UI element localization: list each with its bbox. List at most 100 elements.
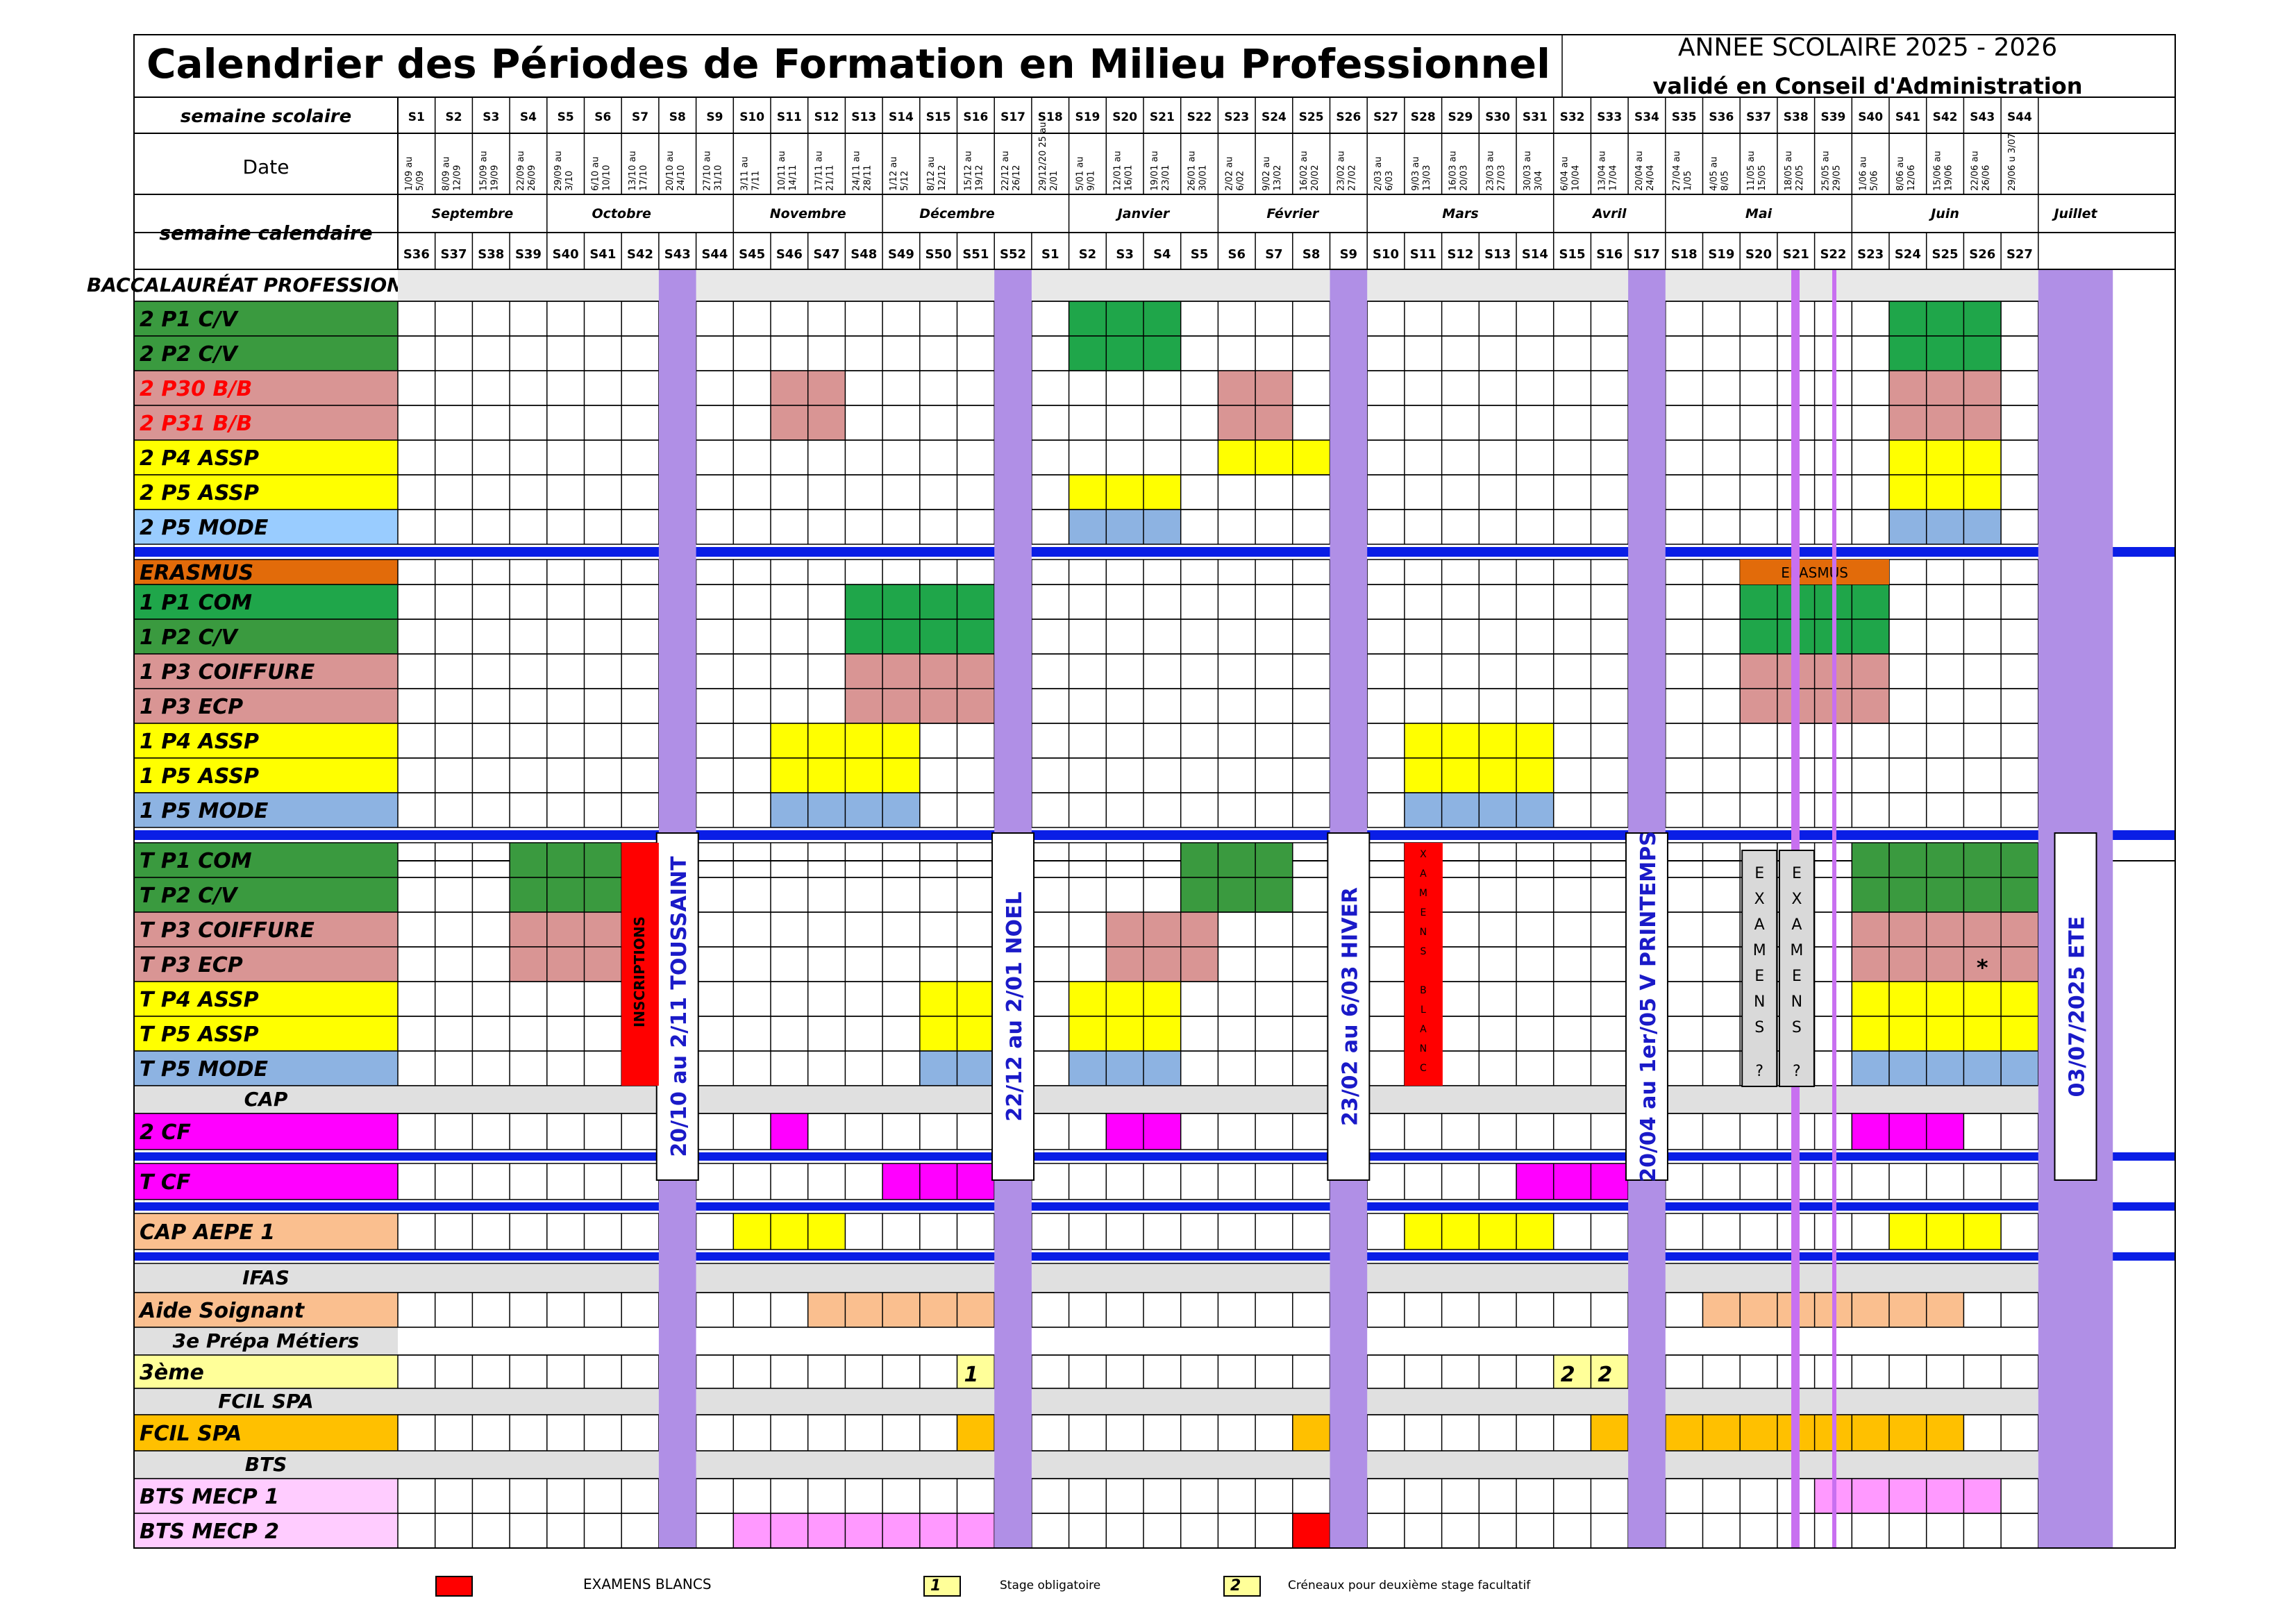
vacation-label-3: 20/04 au 1er/05 V PRINTEMPS [1636, 831, 1661, 1182]
row-1p1-label-bg [134, 585, 398, 619]
row-2p5-assp-cell-40 [1889, 475, 1927, 510]
row-2p5-mode-cell-41 [1926, 510, 1964, 544]
section-cap-label: CAP [244, 1088, 288, 1111]
cal-week-40: S24 [1895, 247, 1921, 262]
date-cell-end-19: 16/01 [1123, 165, 1134, 191]
school-week-s9: S9 [706, 110, 723, 124]
cal-week-3: S39 [515, 247, 542, 262]
row-2p2-cell-40 [1889, 336, 1927, 371]
cal-week-41: S25 [1932, 247, 1959, 262]
cal-week-21: S5 [1191, 247, 1209, 262]
row-2p5-assp-label: 2 P5 ASSP [140, 481, 259, 505]
row-tp3-ecp-cell-3 [510, 947, 547, 982]
section-bac-label: BACCALAURÉAT PROFESSIONNEL [87, 273, 445, 296]
date-cell-end-17: 2/01 [1049, 171, 1059, 191]
date-cell-end-5: 10/10 [602, 165, 612, 191]
row-tp4-cell-43 [2001, 982, 2038, 1016]
mock-exams-letter-10: N [1420, 1043, 1427, 1054]
date-cell-36: 11/05 au [1746, 151, 1757, 191]
row-1p3-coiffure-cell-15 [957, 654, 995, 689]
row-2cf-cell-19 [1106, 1113, 1143, 1150]
row-tp5-mode-label: T P5 MODE [140, 1057, 268, 1082]
date-cell-14: 8/12 au [926, 156, 937, 191]
date-cell-22: 2/02 au [1224, 156, 1234, 191]
school-week-s19: S19 [1075, 110, 1100, 124]
row-1p2-cell-12 [845, 619, 883, 654]
exam-letter-0-4: E [1754, 968, 1764, 985]
cal-week-33: S17 [1634, 247, 1660, 262]
month-2: Novembre [770, 206, 846, 221]
date-cell-end-11: 21/11 [826, 165, 836, 191]
row-tp5-mode-cell-19 [1106, 1051, 1143, 1086]
date-cell-end-21: 30/01 [1198, 165, 1209, 191]
row-cap-aepe-cell-41 [1926, 1213, 1964, 1250]
row-2p31-cell-41 [1926, 405, 1964, 440]
cal-week-19: S3 [1116, 247, 1134, 262]
row-tp1-cell-4 [546, 843, 585, 877]
school-week-s5: S5 [558, 110, 574, 124]
row-1p5-mode-cell-11 [807, 793, 846, 827]
row-fcil-spa-cell-24 [1292, 1415, 1330, 1451]
row-tp4-label-bg [134, 982, 398, 1016]
row-fcil-spa-cell-36 [1740, 1415, 1777, 1451]
row-aide-soignant-cell-41 [1926, 1293, 1964, 1327]
date-cell-end-30: 3/04 [1534, 171, 1544, 191]
exam-letter-0-2: A [1754, 916, 1765, 934]
row-aide-soignant-cell-15 [957, 1293, 995, 1327]
row-2p30-cell-10 [771, 371, 808, 405]
cal-week-5: S41 [589, 247, 616, 262]
row-2p31-cell-23 [1255, 405, 1293, 440]
row-bts-mecp2-cell-11 [807, 1513, 846, 1548]
body-frame [133, 269, 2176, 1549]
date-cell-end-1: 12/09 [453, 165, 463, 191]
school-week-s33: S33 [1597, 110, 1622, 124]
row-2p2-cell-41 [1926, 336, 1964, 371]
row-2p1-cell-41 [1926, 301, 1964, 336]
row-tp3-ecp-cell-43 [2001, 947, 2038, 982]
row-2p2-cell-20 [1143, 336, 1181, 371]
row-tp1-cell-22 [1218, 843, 1256, 877]
row-tcf-cell-15 [957, 1163, 995, 1200]
mock-exams-bar [1404, 843, 1443, 1086]
row-2cf-label: 2 CF [140, 1120, 191, 1145]
row-tp5-assp-cell-14 [919, 1016, 957, 1051]
mock-exams-letter-8: L [1421, 1004, 1426, 1016]
cal-week-10: S46 [776, 247, 803, 262]
row-1p3-ecp-label: 1 P3 ECP [140, 695, 243, 719]
row-1p5-assp-cell-30 [1516, 758, 1554, 793]
date-cell-38: 25/05 au [1821, 151, 1832, 191]
school-week-s13: S13 [851, 110, 876, 124]
date-cell-end-37: 22/05 [1795, 165, 1805, 191]
row-tp2-label-bg [134, 877, 398, 912]
separator-3 [134, 1152, 2175, 1161]
row-1p4-cell-27 [1404, 723, 1442, 758]
row-tp1-cell-42 [1963, 843, 2002, 877]
school-week-s6: S6 [594, 110, 611, 124]
date-cell-29: 23/03 au [1485, 151, 1495, 191]
row-bts-mecp2-cell-9 [733, 1513, 771, 1548]
date-cell-5: 6/10 au [591, 156, 601, 191]
date-cell-33: 20/04 au [1634, 151, 1645, 191]
row-tp5-assp-cell-41 [1926, 1016, 1964, 1051]
row-2p2-label: 2 P2 C/V [140, 342, 240, 367]
row-2p30-cell-42 [1963, 371, 2002, 405]
vacation-label-box-3 [1625, 832, 1668, 1181]
date-cell-end-39: 5/06 [1869, 171, 1879, 191]
date-cell-end-9: 7/11 [751, 171, 761, 191]
school-week-s31: S31 [1523, 110, 1548, 124]
row-1p3-ecp-cell-13 [882, 689, 920, 723]
row-bts-mecp2-label: BTS MECP 2 [140, 1520, 279, 1544]
school-week-s3: S3 [483, 110, 499, 124]
row-2p5-assp-cell-42 [1963, 475, 2002, 510]
school-week-s12: S12 [814, 110, 839, 124]
row-1p4-cell-30 [1516, 723, 1554, 758]
row-tp2-cell-23 [1255, 877, 1293, 912]
school-week-s15: S15 [926, 110, 951, 124]
month-5: Février [1266, 206, 1320, 221]
row-bts-mecp2-cell-15 [957, 1513, 995, 1548]
row-cap-aepe-cell-42 [1963, 1213, 2002, 1250]
row-3eme-label-bg [134, 1355, 398, 1388]
cal-week-22: S6 [1228, 247, 1246, 262]
row-tp3-coiffure-cell-43 [2001, 912, 2038, 947]
school-week-s22: S22 [1187, 110, 1212, 124]
